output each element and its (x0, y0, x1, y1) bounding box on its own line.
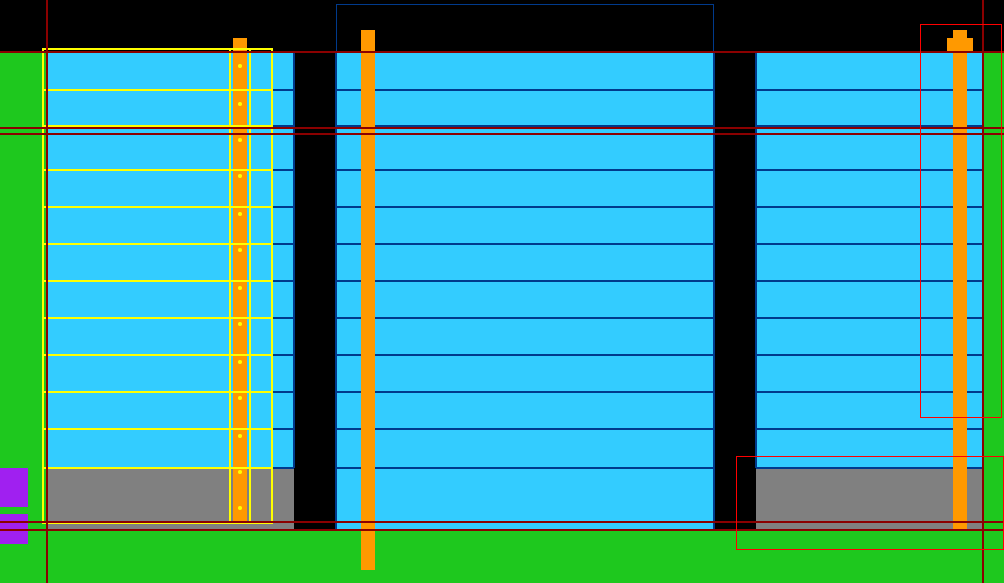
row-line (336, 428, 714, 430)
guide-hline (0, 51, 1004, 52)
yellow-dot (238, 322, 242, 326)
row-line (336, 467, 714, 469)
guide-vline (46, 0, 47, 583)
green-region-0 (0, 52, 47, 530)
yellow-dot (238, 286, 242, 290)
yellow-dot (238, 102, 242, 106)
guide-hline (0, 127, 1004, 128)
row-line (336, 89, 714, 91)
row-line (336, 317, 714, 319)
row-line (336, 243, 714, 245)
yellow-dot (238, 506, 242, 510)
purple-region-0 (0, 468, 28, 507)
row-line (336, 169, 714, 171)
layout-canvas (0, 0, 1004, 583)
red-box-upper (920, 24, 1002, 418)
orange-bar-middle (361, 30, 375, 570)
yellow-dot (238, 248, 242, 252)
yellow-dot (238, 470, 242, 474)
row-line (336, 280, 714, 282)
yellow-dot (238, 434, 242, 438)
yellow-dot (238, 212, 242, 216)
row-line (756, 428, 983, 430)
yellow-dot (238, 138, 242, 142)
yellow-dot (238, 174, 242, 178)
yellow-dot (238, 396, 242, 400)
row-line (336, 206, 714, 208)
navy-top-box (336, 4, 714, 52)
row-line (336, 354, 714, 356)
yellow-dot (238, 360, 242, 364)
guide-hline (0, 133, 1004, 134)
yellow-dot (238, 64, 242, 68)
col-middle (336, 52, 714, 530)
row-line (336, 391, 714, 393)
red-box-lower (736, 456, 1004, 550)
